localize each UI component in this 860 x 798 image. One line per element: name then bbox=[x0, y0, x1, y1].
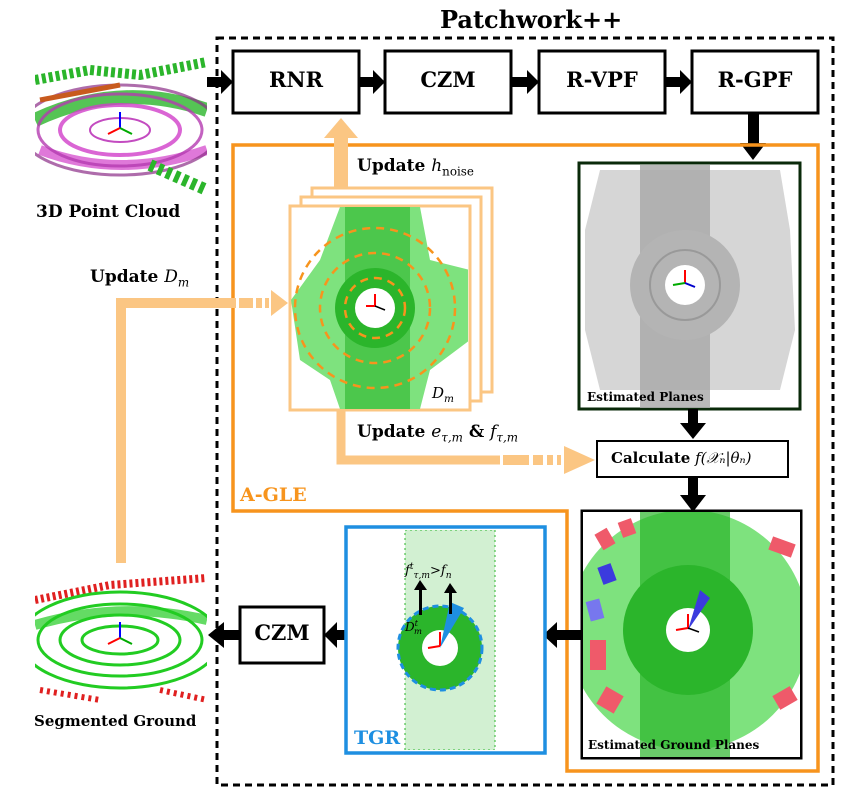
calc-arrows bbox=[680, 409, 706, 512]
update-dm-label: Update Dm bbox=[90, 267, 190, 290]
tgr-dm-label: Dtm bbox=[405, 618, 422, 637]
patchwork-frame bbox=[215, 36, 835, 787]
estimated-ground-planes-label: Estimated Ground Planes bbox=[588, 738, 760, 752]
diagram-title: Patchwork++ bbox=[440, 5, 623, 34]
estimated-planes-image bbox=[585, 165, 795, 408]
return-arrows bbox=[208, 622, 583, 648]
tgr-condition-label: ftτ,m>fn bbox=[405, 562, 452, 581]
point-cloud-caption: 3D Point Cloud bbox=[36, 202, 181, 222]
segmented-ground-caption: Segmented Ground bbox=[34, 712, 197, 730]
agle-stacked-images bbox=[288, 186, 494, 412]
agle-dm-image-label: Dm bbox=[432, 384, 454, 405]
stage-boxes bbox=[231, 49, 820, 115]
estimated-planes-label: Estimated Planes bbox=[587, 390, 704, 404]
pipeline-arrows bbox=[207, 70, 766, 160]
estimated-ground-planes-image bbox=[583, 512, 800, 757]
segmented-ground-image bbox=[35, 567, 207, 707]
calculate-label: Calculate f(𝒳ₙ|θₙ) bbox=[611, 449, 752, 467]
update-arrows bbox=[116, 118, 595, 563]
stage-rvpf-label: R-VPF bbox=[566, 67, 638, 92]
update-noise-label: Update hnoise bbox=[357, 156, 474, 179]
tgr-image bbox=[396, 530, 496, 750]
update-e-f-label: Update eτ,m & fτ,m bbox=[357, 422, 519, 445]
stage-rgpf-label: R-GPF bbox=[717, 67, 793, 92]
agle-frame bbox=[231, 143, 820, 773]
point-cloud-image bbox=[35, 52, 207, 198]
calculate-box bbox=[596, 440, 789, 478]
tgr-label: TGR bbox=[354, 727, 401, 749]
agle-label: A-GLE bbox=[240, 484, 307, 506]
final-czm-label: CZM bbox=[254, 620, 310, 645]
stage-czm-label: CZM bbox=[420, 67, 476, 92]
stage-rnr-label: RNR bbox=[268, 67, 324, 92]
